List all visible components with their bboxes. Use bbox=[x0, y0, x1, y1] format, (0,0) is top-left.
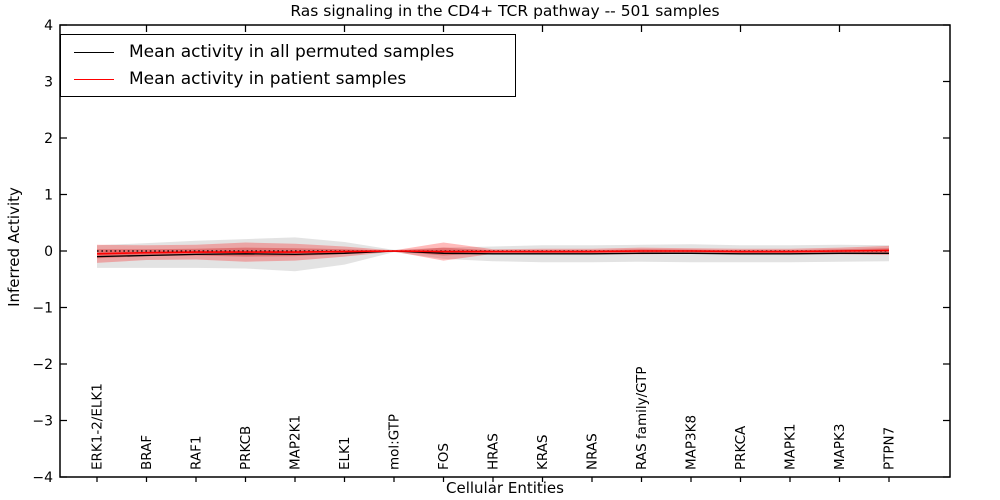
y-tick-label: −2 bbox=[32, 357, 53, 373]
y-tick-label: −1 bbox=[32, 301, 53, 317]
y-tick-labels: 4 3 2 1 0 −1 −2 −3 −4 bbox=[32, 18, 53, 486]
x-tick-label: HRAS bbox=[486, 433, 502, 470]
legend: Mean activity in all permuted samples Me… bbox=[60, 34, 516, 97]
legend-item-patient: Mean activity in patient samples bbox=[61, 69, 515, 89]
legend-label: Mean activity in all permuted samples bbox=[129, 42, 455, 62]
legend-label: Mean activity in patient samples bbox=[129, 69, 407, 89]
series-line bbox=[96, 250, 889, 258]
x-tick-label: MAPK1 bbox=[783, 424, 799, 470]
x-tick-label: NRAS bbox=[585, 433, 601, 470]
x-axis-label: Cellular Entities bbox=[446, 479, 564, 497]
y-axis-label: Inferred Activity bbox=[5, 187, 23, 307]
y-tick-label: 0 bbox=[44, 244, 53, 260]
legend-item-permuted: Mean activity in all permuted samples bbox=[61, 42, 515, 62]
x-tick-label: PRKCA bbox=[733, 425, 749, 470]
y-tick-label: −3 bbox=[32, 414, 53, 430]
y-tick-label: 4 bbox=[44, 18, 53, 34]
x-tick-label: ELK1 bbox=[337, 437, 353, 471]
chart-title: Ras signaling in the CD4+ TCR pathway --… bbox=[290, 2, 720, 20]
x-tick-label: MAPK3 bbox=[832, 424, 848, 470]
legend-line-red-icon bbox=[74, 78, 114, 80]
x-tick-label: KRAS bbox=[535, 435, 551, 471]
x-tick-label: RAF1 bbox=[189, 436, 205, 470]
x-tick-label: RAS family/GTP bbox=[634, 366, 650, 470]
x-tick-label: ERK1-2/ELK1 bbox=[90, 383, 106, 470]
x-tick-labels: ERK1-2/ELK1 BRAF RAF1 PRKCB MAP2K1 ELK1 mol:GT… bbox=[90, 366, 898, 470]
patient-spread-band bbox=[97, 242, 889, 263]
y-tick-label: −4 bbox=[32, 470, 53, 486]
x-tick-label: MAP3K8 bbox=[684, 415, 700, 470]
x-tick-label: BRAF bbox=[139, 435, 155, 470]
legend-line-black-icon bbox=[74, 51, 114, 53]
x-tick-label: mol:GTP bbox=[387, 414, 403, 470]
x-tick-label: PRKCB bbox=[238, 426, 254, 470]
axis-ticks bbox=[60, 24, 950, 482]
x-tick-label: FOS bbox=[436, 443, 452, 470]
y-tick-label: 2 bbox=[44, 131, 53, 147]
y-tick-label: 1 bbox=[44, 188, 53, 204]
series-line bbox=[96, 249, 890, 255]
x-tick-label: MAP2K1 bbox=[288, 415, 304, 470]
y-tick-label: 3 bbox=[44, 75, 53, 91]
x-tick-label: PTPN7 bbox=[882, 427, 898, 470]
